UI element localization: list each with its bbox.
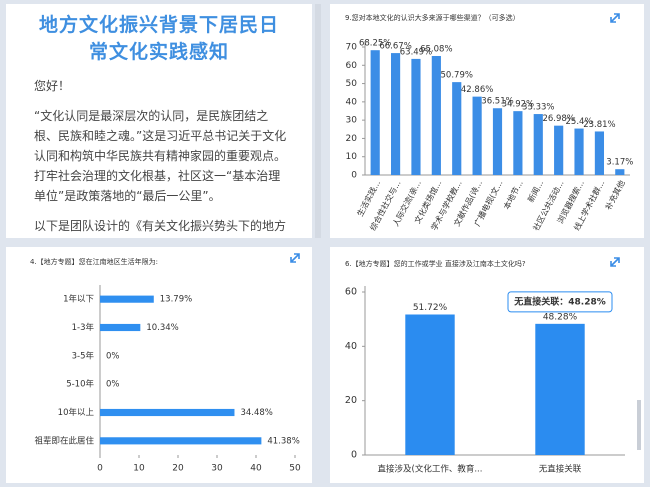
paragraph: “文化认同是最深层次的认同，是民族团结之根、民族和睦之魂。”这是习近平总书记关于…: [34, 109, 287, 203]
value-label: 34.48%: [240, 408, 272, 418]
expand-icon[interactable]: [610, 13, 620, 23]
value-label: 51.72%: [413, 303, 448, 313]
scrollbar: [637, 400, 641, 450]
bar: [452, 82, 462, 175]
bar: [390, 53, 401, 175]
bar: [431, 55, 441, 176]
bar: [405, 314, 455, 455]
bar: [513, 111, 523, 175]
bar: [411, 58, 421, 175]
chart-title: 9.您对本地文化的认识大多来源于哪些渠道？（可多选）: [345, 13, 520, 22]
chart-title: 4.【地方专题】您在江南地区生活年限为:: [30, 257, 158, 266]
y-tick-label: 1-3年: [72, 322, 95, 333]
expand-icon[interactable]: [610, 257, 620, 267]
chart-title: 6.【地方专题】您的工作或学业 直接涉及江南本土文化吗?: [345, 259, 526, 268]
value-label: 10.34%: [146, 323, 178, 333]
value-label: 41.38%: [267, 436, 299, 446]
tooltip-box: [507, 291, 613, 313]
x-tick-label: 直接涉及(文化工作、教育...: [378, 464, 483, 475]
y-tick-label: 20: [346, 134, 358, 144]
x-tick-label: 10: [133, 464, 145, 474]
tooltip-text: 无直接关联：48.28%: [513, 295, 606, 307]
article: 地方文化振兴背景下居民日常文化实践感知 您好！ “文化认同是最深层次的认同，是民…: [6, 4, 312, 238]
value-label: 66.67%: [379, 42, 411, 52]
bar: [574, 128, 584, 175]
bar: [370, 50, 380, 176]
panel: [6, 247, 312, 483]
panel: [330, 4, 644, 238]
y-tick-label: 0: [351, 171, 357, 181]
article-title: 地方文化振兴背景下居民日常文化实践感知: [38, 14, 279, 63]
y-tick-label: 50: [346, 79, 358, 89]
value-label: 36.51%: [481, 97, 513, 107]
panel: [330, 247, 644, 483]
bar: [492, 108, 503, 175]
y-tick-label: 1年以下: [63, 294, 94, 305]
bar: [100, 295, 154, 303]
bar: [472, 96, 482, 175]
value-label: 3.17%: [606, 158, 633, 168]
bar: [100, 408, 235, 417]
scrollbar: [315, 4, 321, 238]
y-tick-label: 0: [351, 450, 357, 461]
bar: [533, 114, 543, 175]
x-tick-label: 50: [289, 464, 301, 474]
value-label: 63.49%: [400, 47, 432, 57]
y-tick-label: 10: [346, 152, 358, 162]
x-tick-label: 0: [97, 464, 103, 474]
y-tick-label: 70: [346, 43, 358, 53]
bar: [535, 323, 585, 455]
value-label: 50.79%: [441, 71, 473, 81]
value-label: 68.25%: [359, 39, 391, 49]
value-label: 34.92%: [502, 100, 534, 110]
bar: [615, 169, 625, 175]
y-tick-label: 40: [345, 341, 357, 352]
x-tick-label: 30: [211, 464, 223, 474]
y-tick-label: 60: [346, 61, 358, 71]
x-tick-label: 20: [172, 464, 184, 474]
value-label: 23.81%: [583, 120, 615, 130]
value-label: 33.33%: [522, 103, 554, 113]
bar: [100, 437, 262, 445]
y-tick-label: 10年以上: [58, 407, 95, 418]
bar: [554, 125, 564, 175]
bar: [594, 131, 605, 175]
value-label: 0%: [106, 380, 120, 390]
y-tick-label: 40: [346, 97, 358, 107]
value-label: 26.98%: [542, 114, 574, 124]
x-tick-label: 无直接关联: [539, 464, 582, 475]
value-label: 48.28%: [543, 312, 578, 322]
y-tick-label: 30: [346, 116, 358, 126]
value-label: 25.4%: [566, 117, 593, 127]
value-label: 13.79%: [160, 295, 192, 305]
y-tick-label: 3-5年: [72, 350, 95, 361]
y-tick-label: 5-10年: [66, 379, 94, 390]
x-tick-label: 40: [250, 464, 262, 474]
bar: [100, 323, 141, 332]
y-tick-label: 祖辈即在此居住: [34, 435, 94, 446]
value-label: 0%: [106, 351, 120, 361]
paragraph: 您好！: [34, 79, 71, 93]
y-tick-label: 20: [345, 395, 357, 406]
expand-icon[interactable]: [290, 253, 300, 263]
value-label: 65.08%: [420, 44, 452, 54]
paragraph: 以下是团队设计的《有关文化振兴势头下的地方精神文明建设：探居地区认知与认同情况调…: [34, 219, 287, 233]
value-label: 42.86%: [461, 85, 493, 95]
y-tick-label: 60: [345, 287, 357, 298]
